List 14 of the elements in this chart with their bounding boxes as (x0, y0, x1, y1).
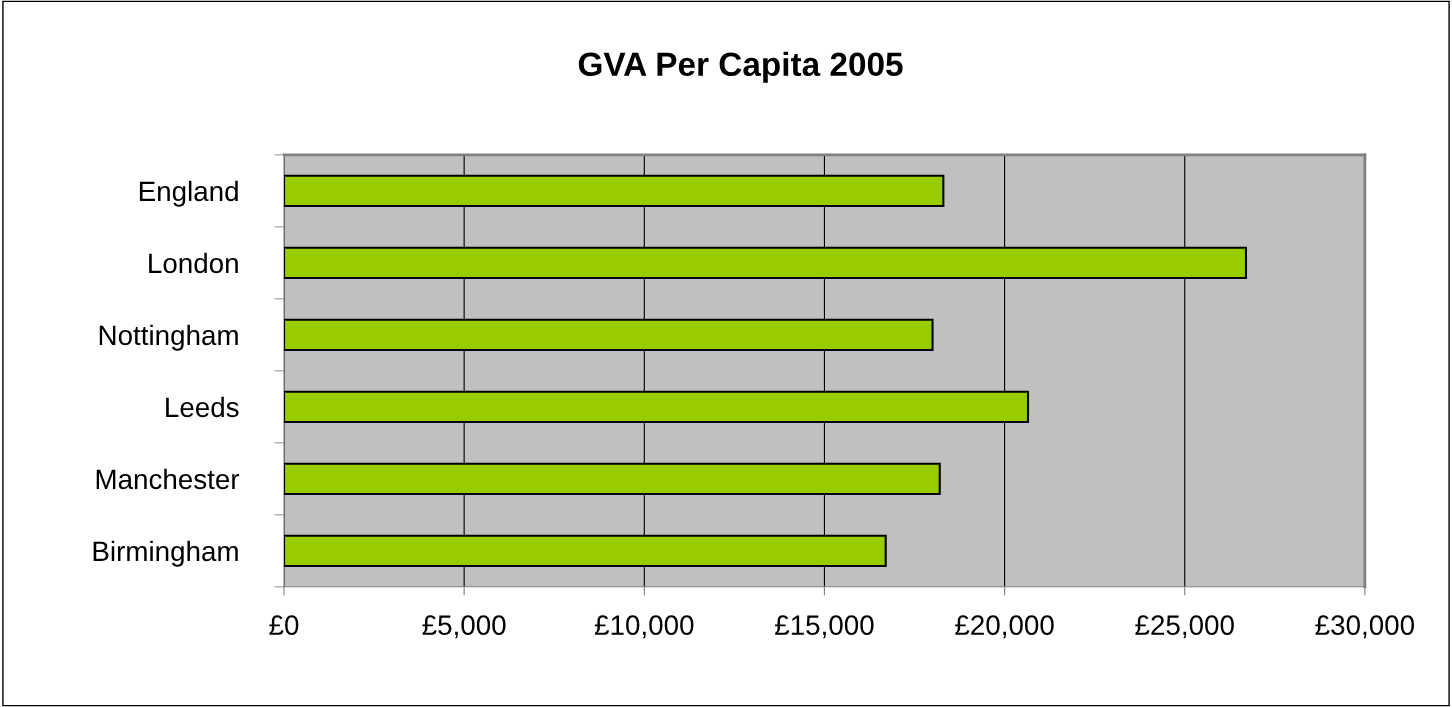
y-tick-label: Birmingham (93, 540, 238, 567)
y-tick-label: Nottingham (99, 324, 238, 351)
x-tick-label: £25,000 (1135, 615, 1234, 639)
y-tick-label: London (149, 252, 238, 274)
x-tick-label: £10,000 (594, 615, 694, 639)
x-tick-label: £0 (269, 615, 299, 635)
y-tick-label: Manchester (96, 468, 240, 490)
x-tick-label: £20,000 (955, 615, 1054, 639)
x-tick-label: £15,000 (775, 615, 874, 639)
x-tick-label: £5,000 (422, 615, 506, 639)
chart-title: GVA Per Capita 2005 (578, 51, 903, 83)
x-tick-label: £30,000 (1315, 615, 1414, 639)
y-tick-label: England (139, 180, 238, 207)
y-tick-label: Leeds (166, 396, 239, 418)
